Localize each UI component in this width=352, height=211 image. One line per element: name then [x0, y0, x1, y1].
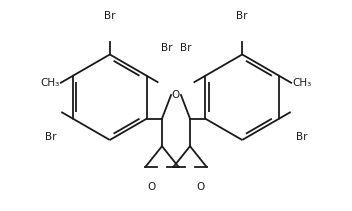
Text: O: O	[172, 90, 180, 100]
Text: CH₃: CH₃	[40, 78, 59, 88]
Text: Br: Br	[104, 11, 115, 21]
Text: Br: Br	[296, 132, 308, 142]
Text: Br: Br	[237, 11, 248, 21]
Text: CH₃: CH₃	[293, 78, 312, 88]
Text: Br: Br	[44, 132, 56, 142]
Text: O: O	[196, 182, 205, 192]
Text: Br: Br	[161, 43, 172, 53]
Text: Br: Br	[180, 43, 191, 53]
Text: O: O	[147, 182, 156, 192]
